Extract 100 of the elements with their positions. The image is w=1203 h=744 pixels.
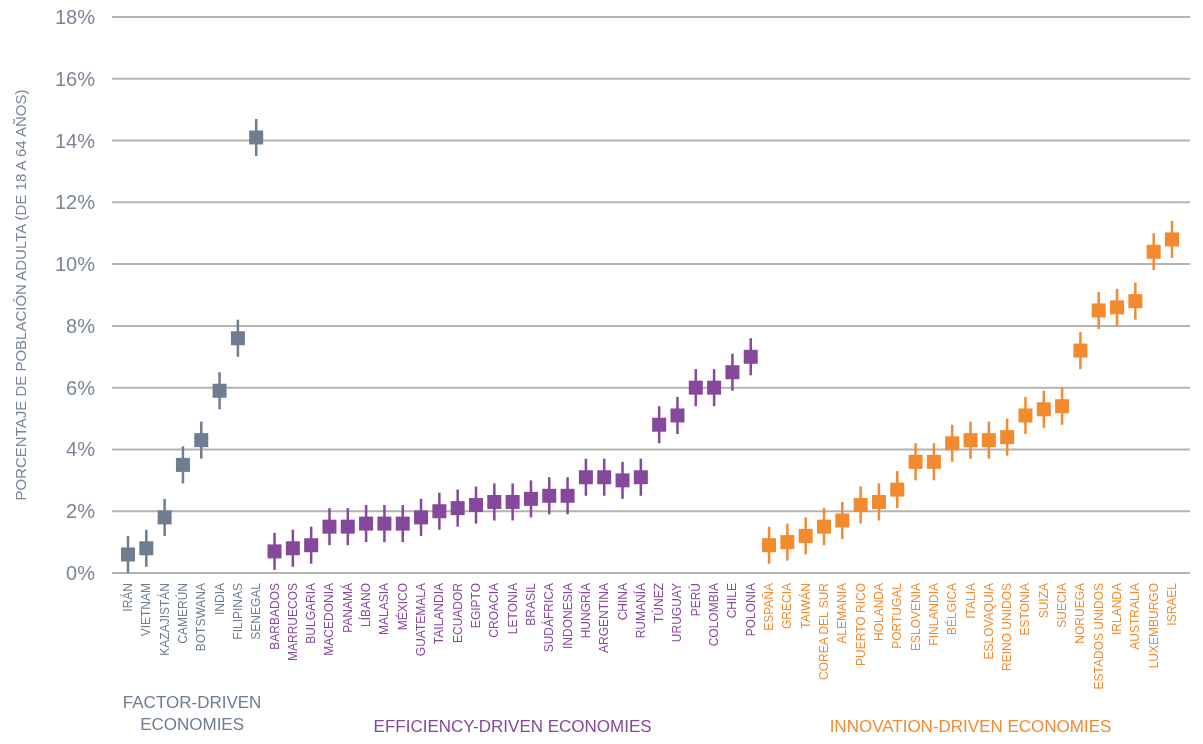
x-tick-label: TAIWÁN	[797, 583, 813, 629]
x-tick-label: PERÚ	[687, 583, 703, 617]
x-tick-label: SUDÁFRICA	[541, 583, 557, 653]
point	[1000, 430, 1015, 445]
x-tick-label: COREA DEL SUR	[817, 582, 831, 680]
point	[615, 473, 630, 488]
x-tick-label: TAILANDIA	[432, 583, 447, 645]
x-tick-label: MACEDONIA	[322, 583, 337, 656]
x-tick-label: AUSTRALIA	[1128, 583, 1143, 650]
x-tick-label: ITALIA	[963, 583, 978, 619]
x-tick-label: INDIA	[212, 583, 227, 616]
point	[1055, 399, 1070, 414]
x-tick-label: NORUEGA	[1073, 583, 1088, 644]
point	[505, 494, 520, 509]
point	[1073, 343, 1088, 358]
point	[908, 454, 923, 469]
point	[1091, 303, 1106, 318]
point	[798, 528, 813, 543]
x-tick-label: LETONIA	[505, 583, 520, 635]
x-tick-label: POLONIA	[743, 583, 758, 637]
point	[523, 491, 538, 506]
x-tick-label: ESLOVENIA	[908, 583, 923, 652]
point	[688, 380, 703, 395]
point	[194, 433, 209, 448]
y-tick-label: 14%	[54, 129, 96, 152]
x-tick-label: MALASIA	[377, 583, 392, 636]
point	[340, 519, 355, 534]
point	[578, 470, 593, 485]
x-tick-label: HOLANDA	[871, 583, 886, 642]
x-tick-label: BULGARIA	[304, 583, 319, 644]
point	[212, 383, 227, 398]
x-tick-label: ESPAÑA	[762, 583, 777, 631]
point	[267, 544, 282, 559]
point	[414, 510, 429, 525]
x-tick-label: SUECIA	[1055, 583, 1070, 628]
y-tick-label: 6%	[66, 376, 96, 399]
point	[139, 541, 154, 556]
text: INNOVATION-DRIVEN ECONOMIES	[829, 717, 1112, 736]
x-tick-label: LÍBANO	[358, 583, 374, 628]
point	[926, 454, 941, 469]
y-tick-label: 2%	[66, 500, 96, 523]
point	[487, 494, 502, 509]
point	[1128, 294, 1143, 309]
x-tick-label: MARRUECOS	[285, 583, 300, 662]
point	[432, 504, 447, 519]
point	[1018, 408, 1033, 423]
x-tick-label: FINLANDIA	[926, 583, 941, 646]
x-tick-label: URUGUAY	[670, 583, 685, 643]
x-tick-label: TÚNEZ	[651, 583, 667, 623]
y-tick-label: 4%	[66, 438, 96, 461]
point	[359, 516, 374, 531]
point	[121, 547, 135, 562]
x-tick-label: GUATEMALA	[414, 583, 429, 657]
point	[890, 482, 905, 497]
point	[1146, 244, 1161, 259]
x-tick-label: SENEGAL	[249, 582, 264, 640]
x-tick-label: LUXEMBURGO	[1146, 583, 1161, 669]
x-tick-label: INDONESIA	[560, 583, 575, 650]
x-tick-label: IRLANDA	[1110, 583, 1125, 636]
point	[1036, 402, 1051, 417]
x-tick-label: COLOMBIA	[707, 583, 722, 647]
y-tick-label: 18%	[54, 6, 96, 28]
point	[780, 535, 795, 550]
y-tick-label: 8%	[66, 314, 96, 337]
x-tick-label: REINO UNIDOS	[1000, 583, 1015, 672]
x-tick-label: KAZAJISTÁN	[156, 583, 172, 656]
point	[285, 541, 300, 556]
point	[871, 494, 886, 509]
x-tick-label: BÉLGICA	[944, 583, 960, 636]
x-tick-label: PANAMÁ	[339, 583, 355, 633]
y-tick-label: 10%	[54, 253, 96, 276]
x-tick-label: BRASIL	[523, 582, 538, 626]
point	[1165, 232, 1179, 247]
point	[249, 130, 264, 145]
point	[963, 433, 978, 448]
x-tick-label: GRECIA	[780, 583, 795, 630]
y-tick-label: 0%	[66, 562, 96, 584]
x-tick-label: MÉXICO	[394, 583, 410, 631]
point	[230, 331, 245, 346]
x-tick-label: ALEMANIA	[835, 583, 850, 644]
point	[707, 380, 722, 395]
text: FACTOR-DRIVEN ECONOMIES	[122, 693, 262, 734]
point	[743, 349, 758, 364]
y-tick-label: 16%	[54, 67, 96, 90]
point	[817, 519, 831, 534]
x-tick-label: ESTONIA	[1018, 583, 1033, 636]
y-tick-label: 12%	[54, 191, 96, 214]
point	[1110, 300, 1125, 315]
point	[304, 538, 319, 553]
point	[835, 513, 850, 528]
point	[395, 516, 410, 531]
x-tick-label: CHILE	[725, 583, 740, 619]
y-axis-title: PORCENTAJE DE POBLACIÓN ADULTA (DE 18 A 64 AÑOS)	[12, 89, 29, 501]
point	[945, 436, 960, 451]
x-tick-label: VIETNAM	[139, 583, 154, 637]
x-tick-label: PORTUGAL	[890, 582, 905, 649]
point	[652, 417, 667, 432]
point	[560, 488, 575, 503]
point	[377, 516, 392, 531]
x-tick-label: RUMANÍA	[632, 583, 648, 639]
